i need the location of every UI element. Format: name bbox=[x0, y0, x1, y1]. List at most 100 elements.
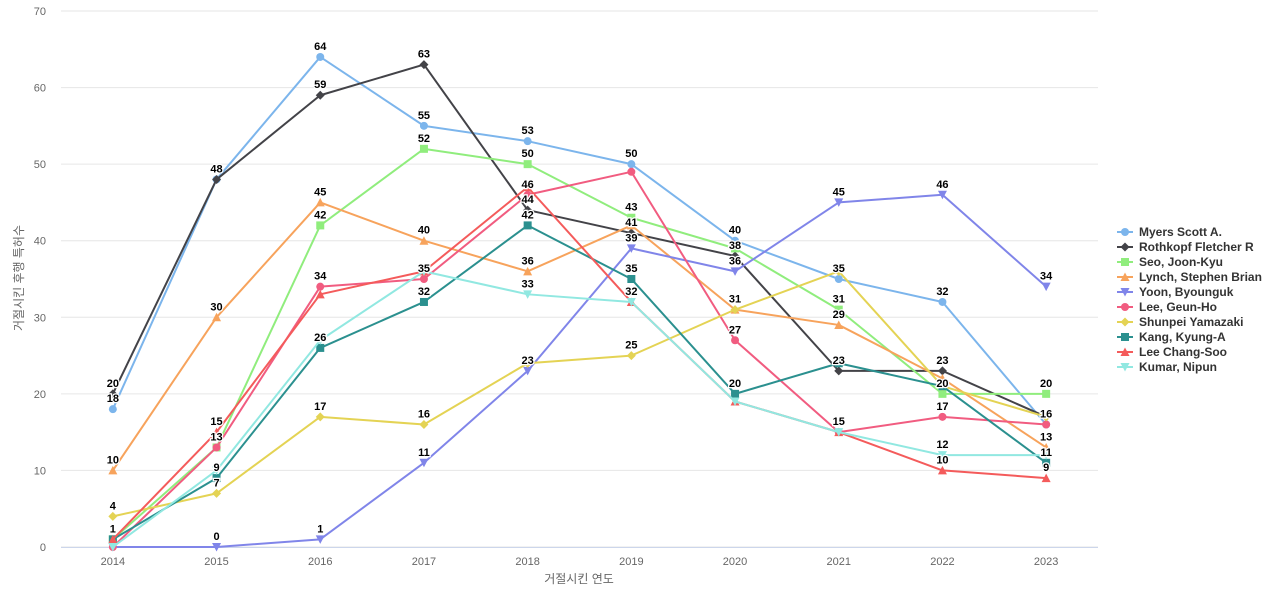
data-point[interactable] bbox=[108, 389, 118, 399]
data-point[interactable] bbox=[1041, 282, 1051, 292]
data-point[interactable] bbox=[626, 244, 636, 253]
data-point[interactable] bbox=[834, 366, 844, 376]
data-point[interactable] bbox=[212, 312, 222, 322]
data-point[interactable] bbox=[731, 336, 740, 345]
data-point[interactable] bbox=[730, 251, 740, 261]
legend-item[interactable]: Kumar, Nipun bbox=[1117, 359, 1262, 374]
data-point[interactable] bbox=[937, 374, 947, 383]
data-point[interactable] bbox=[315, 289, 325, 299]
data-point[interactable] bbox=[523, 182, 533, 192]
data-point[interactable] bbox=[730, 267, 740, 276]
data-point[interactable] bbox=[316, 343, 325, 352]
series-line bbox=[111, 193, 1048, 548]
data-point[interactable] bbox=[937, 451, 947, 460]
data-point[interactable] bbox=[1042, 458, 1051, 467]
data-point[interactable] bbox=[1042, 389, 1051, 398]
data-point[interactable] bbox=[523, 205, 533, 215]
data-point[interactable] bbox=[938, 412, 947, 421]
data-point[interactable] bbox=[730, 397, 740, 407]
data-label: 23 bbox=[833, 355, 845, 367]
data-point[interactable] bbox=[419, 144, 428, 153]
data-point[interactable] bbox=[1041, 442, 1051, 452]
data-point[interactable] bbox=[938, 389, 947, 398]
data-point[interactable] bbox=[731, 236, 740, 245]
data-point[interactable] bbox=[315, 90, 325, 100]
data-point[interactable] bbox=[731, 244, 740, 253]
data-point[interactable] bbox=[315, 535, 325, 544]
data-point[interactable] bbox=[1041, 473, 1051, 483]
data-point[interactable] bbox=[419, 419, 429, 429]
data-point[interactable] bbox=[108, 405, 117, 414]
legend-item[interactable]: Shunpei Yamazaki bbox=[1117, 314, 1262, 329]
data-point[interactable] bbox=[212, 174, 222, 184]
data-point[interactable] bbox=[626, 220, 636, 230]
data-point[interactable] bbox=[523, 290, 533, 299]
data-point[interactable] bbox=[627, 167, 636, 176]
data-point[interactable] bbox=[731, 389, 740, 398]
data-point[interactable] bbox=[523, 221, 532, 230]
data-point[interactable] bbox=[419, 458, 429, 468]
data-point[interactable] bbox=[938, 382, 947, 391]
data-point[interactable] bbox=[938, 297, 947, 306]
data-point[interactable] bbox=[419, 236, 429, 245]
data-point[interactable] bbox=[419, 297, 428, 306]
data-point[interactable] bbox=[627, 275, 636, 283]
data-point[interactable] bbox=[626, 297, 636, 307]
data-point[interactable] bbox=[1041, 412, 1051, 422]
legend-item[interactable]: Rothkopf Fletcher R bbox=[1117, 239, 1262, 254]
legend-item[interactable]: Myers Scott A. bbox=[1117, 224, 1262, 239]
data-point[interactable] bbox=[937, 465, 947, 475]
data-point[interactable] bbox=[419, 121, 428, 130]
data-point[interactable] bbox=[730, 305, 740, 315]
data-point[interactable] bbox=[1042, 420, 1051, 429]
data-point[interactable] bbox=[834, 428, 844, 437]
data-point[interactable] bbox=[1041, 451, 1051, 460]
data-point[interactable] bbox=[523, 358, 533, 368]
data-point[interactable] bbox=[834, 275, 843, 283]
data-point[interactable] bbox=[834, 198, 844, 207]
data-point[interactable] bbox=[626, 228, 636, 238]
data-point[interactable] bbox=[419, 275, 428, 283]
data-point[interactable] bbox=[316, 221, 325, 230]
data-point[interactable] bbox=[315, 197, 325, 207]
data-point[interactable] bbox=[108, 511, 118, 521]
data-point[interactable] bbox=[108, 543, 118, 552]
legend-item[interactable]: Lynch, Stephen Brian bbox=[1117, 269, 1262, 284]
data-point[interactable] bbox=[212, 488, 222, 498]
data-point[interactable] bbox=[523, 160, 532, 169]
data-point[interactable] bbox=[523, 266, 533, 276]
data-point[interactable] bbox=[108, 465, 118, 475]
data-point[interactable] bbox=[834, 305, 843, 314]
data-point[interactable] bbox=[212, 427, 222, 437]
data-point[interactable] bbox=[212, 443, 221, 452]
data-point[interactable] bbox=[419, 267, 429, 276]
data-point[interactable] bbox=[419, 60, 429, 70]
data-point[interactable] bbox=[834, 320, 844, 329]
legend-item[interactable]: Lee, Geun-Ho bbox=[1117, 299, 1262, 314]
legend-item[interactable]: Seo, Joon-Kyu bbox=[1117, 254, 1262, 269]
data-point[interactable] bbox=[523, 190, 532, 199]
data-label: 32 bbox=[418, 286, 430, 298]
legend-item[interactable]: Yoon, Byounguk bbox=[1117, 284, 1262, 299]
data-point[interactable] bbox=[626, 351, 636, 361]
data-point[interactable] bbox=[627, 213, 636, 222]
data-point[interactable] bbox=[316, 52, 325, 61]
data-point[interactable] bbox=[212, 466, 222, 475]
data-point[interactable] bbox=[212, 474, 221, 483]
data-point[interactable] bbox=[523, 137, 532, 146]
data-point[interactable] bbox=[315, 412, 325, 422]
data-point[interactable] bbox=[212, 543, 222, 552]
data-point[interactable] bbox=[937, 190, 947, 200]
data-point[interactable] bbox=[315, 336, 325, 345]
data-point[interactable] bbox=[627, 160, 636, 169]
legend-item[interactable]: Lee Chang-Soo bbox=[1117, 344, 1262, 359]
data-point[interactable] bbox=[108, 534, 118, 544]
data-point[interactable] bbox=[834, 359, 843, 368]
data-point[interactable] bbox=[316, 282, 325, 291]
legend-item[interactable]: Kang, Kyung-A bbox=[1117, 329, 1262, 344]
data-point[interactable] bbox=[523, 366, 533, 376]
data-point[interactable] bbox=[937, 366, 947, 376]
series-line bbox=[111, 63, 1048, 418]
data-point[interactable] bbox=[834, 266, 844, 276]
